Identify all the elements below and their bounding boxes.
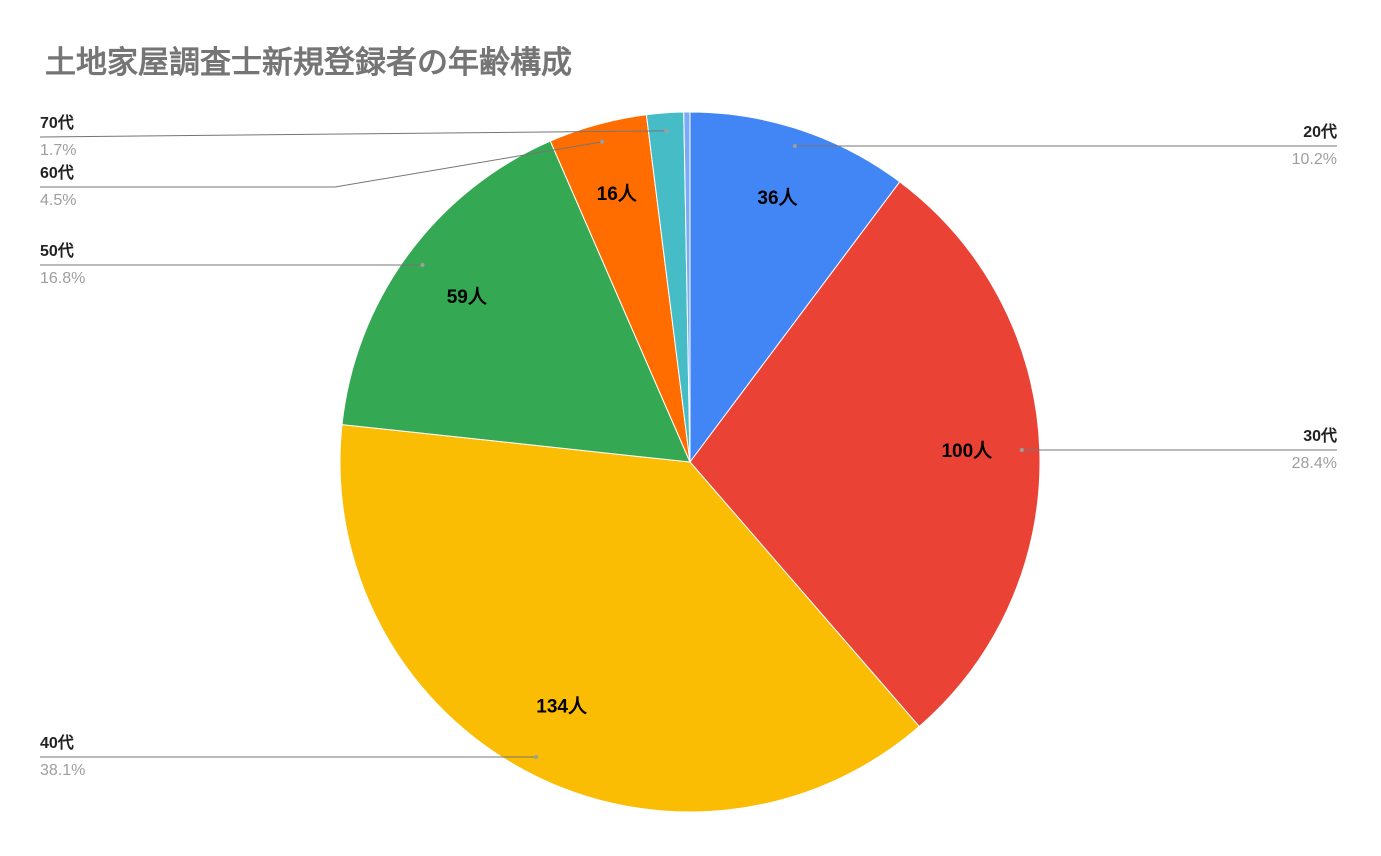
pie-slice <box>341 140 691 463</box>
percent-label: 10.2% <box>1292 151 1337 168</box>
leader-line <box>39 130 667 138</box>
percent-label: 4.5% <box>40 192 76 209</box>
leader-dot <box>664 128 669 133</box>
percent-label: 38.1% <box>40 762 85 779</box>
percent-label: 28.4% <box>1292 455 1337 472</box>
pie-slice <box>339 424 920 813</box>
data-label: 16人 <box>597 183 638 205</box>
leader-line <box>40 141 603 188</box>
leader-dot <box>600 139 605 144</box>
leader-dot <box>534 755 539 759</box>
pie-slice <box>689 111 901 464</box>
legend-label: 30代 <box>1303 426 1337 445</box>
leader-dot <box>1019 448 1024 452</box>
pie-slice <box>683 111 691 463</box>
leader-dot <box>420 263 425 267</box>
data-label: 59人 <box>447 286 488 308</box>
data-label: 100人 <box>941 440 993 462</box>
percent-label: 16.8% <box>40 270 85 287</box>
legend-label: 40代 <box>40 733 74 752</box>
legend-label: 50代 <box>40 241 74 260</box>
legend-label: 60代 <box>40 163 74 182</box>
data-label: 36人 <box>757 187 798 209</box>
chart-title: 土地家屋調査士新規登録者の年齢構成 <box>45 45 572 80</box>
legend-label: 20代 <box>1303 122 1337 141</box>
data-label: 134人 <box>536 695 588 717</box>
legend-label: 70代 <box>40 113 74 132</box>
leader-dot <box>792 144 797 148</box>
percent-label: 1.7% <box>40 142 76 159</box>
